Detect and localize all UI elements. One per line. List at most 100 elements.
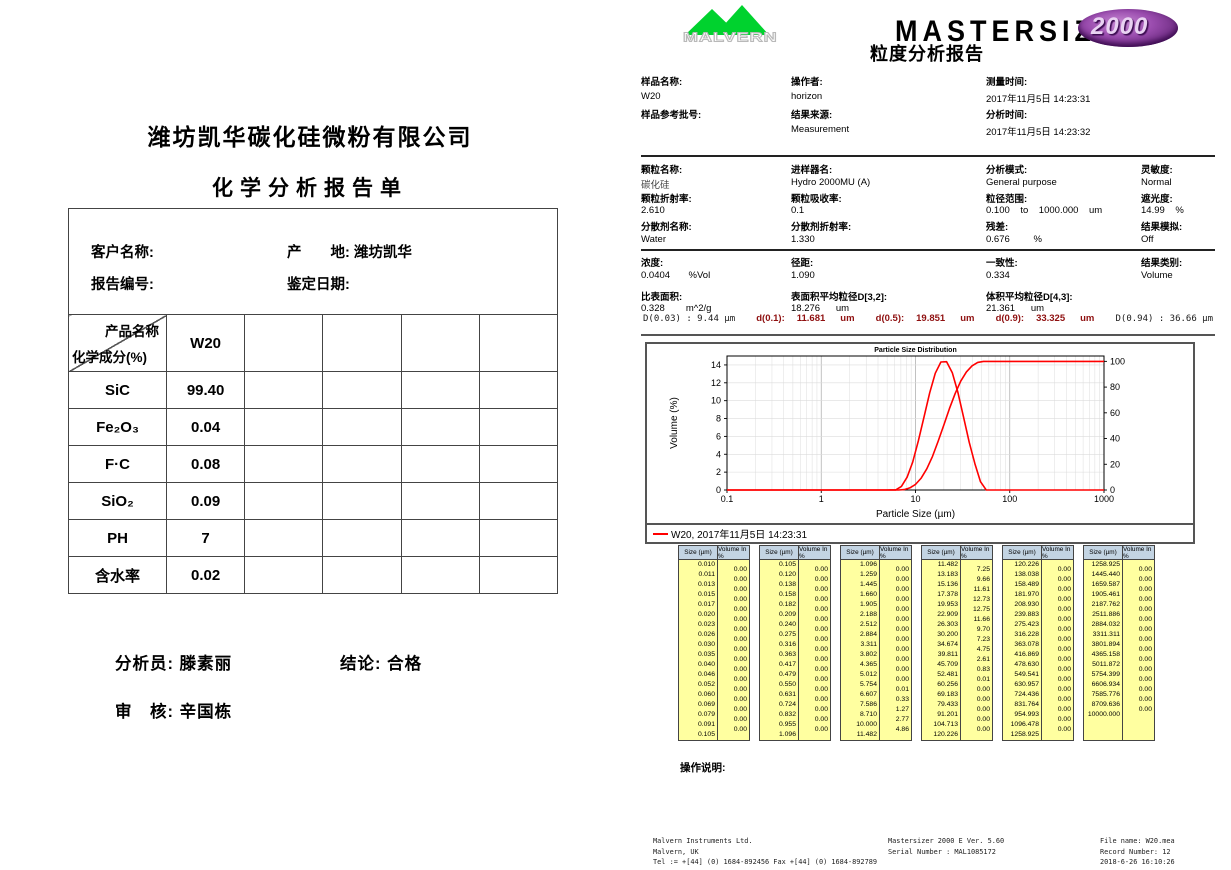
sample-batch-value: [641, 124, 791, 140]
volume-cell: 0.00: [895, 586, 909, 593]
size-cell: 69.183: [937, 691, 958, 698]
size-col-header: Size (µm): [1003, 546, 1042, 559]
size-cell: 5011.872: [1092, 661, 1120, 668]
particle-ri-value: 2.610: [641, 205, 665, 216]
date-label: 鉴定日期:: [287, 277, 350, 293]
volume-cell: 12.75: [972, 606, 990, 613]
y-left-tick-label: 2: [716, 467, 721, 477]
d43-value: 21.361 um: [986, 303, 1045, 314]
volume-cell: 12.73: [972, 596, 990, 603]
volume-column: 0.00 0.00 0.00 0.00 0.00 0.00 0.00 0.00 0.00 0.00…: [718, 560, 749, 740]
size-col-header: Size (µm): [760, 546, 799, 559]
d32-label: 表面积平均粒径D[3,2]:: [791, 291, 888, 303]
product-column-2: [322, 314, 402, 372]
d05-unit: um: [960, 313, 975, 324]
volume-cell: 0.00: [1138, 696, 1152, 703]
span-label: 径距:: [791, 258, 814, 269]
size-cell: 0.030: [697, 641, 715, 648]
volume-cell: 0.00: [895, 626, 909, 633]
size-cell: 34.674: [937, 641, 958, 648]
d43-label: 体积平均粒径D[4,3]:: [986, 291, 1073, 303]
size-cell: 0.060: [697, 691, 715, 698]
y-right-tick-label: 40: [1110, 434, 1120, 444]
volume-cell: 0.00: [1138, 616, 1152, 623]
volume-cell: 9.66: [976, 576, 990, 583]
component-value: 7: [165, 519, 246, 557]
size-cell: 2187.762: [1091, 601, 1120, 608]
volume-cell: 0.00: [895, 566, 909, 573]
volume-cell: 7.23: [976, 636, 990, 643]
volume-cell: 0.00: [1057, 576, 1071, 583]
volume-cell: 9.70: [976, 626, 990, 633]
conclusion: 结论: 合格: [340, 650, 422, 674]
volume-cell: 0.00: [1057, 716, 1071, 723]
volume-cell: 0.00: [895, 646, 909, 653]
footer-line: Malvern, UK: [653, 847, 699, 856]
volume-cell: 0.00: [814, 666, 828, 673]
operator-value: horizon: [791, 91, 823, 102]
volume-cell: 0.00: [733, 586, 747, 593]
analysis-model-value: General purpose: [986, 176, 1057, 188]
measured-time-value: 2017年11月5日 14:23:31: [986, 94, 1091, 105]
volume-cell: 0.00: [814, 586, 828, 593]
volume-cell: 1.27: [895, 706, 909, 713]
volume-cell: 0.00: [733, 576, 747, 583]
size-cell: 0.015: [697, 591, 715, 598]
dispersant-ri-label: 分散剂折射率:: [791, 222, 852, 233]
particle-name-label: 颗粒名称:: [641, 165, 683, 176]
size-cell: 1905.461: [1091, 591, 1120, 598]
size-cell: 4365.158: [1091, 651, 1120, 658]
volume-cell: 0.00: [814, 686, 828, 693]
size-cell: 2.512: [859, 621, 877, 628]
volume-cell: 0.00: [1057, 626, 1071, 633]
footer-line: Mastersizer 2000 E Ver. 5.60: [888, 837, 1005, 845]
sample-col-1: 样品名称: W20 样品参考批号:: [641, 74, 791, 140]
sample-info-grid: 样品名称: W20 样品参考批号: 操作者: horizon 结果来源: Mea…: [641, 74, 1215, 140]
chem-row-1: Fe₂O₃ 0.04: [68, 408, 559, 446]
product-column-4: [478, 314, 559, 372]
volume-cell: 0.00: [895, 656, 909, 663]
volume-cell: 0.00: [1057, 596, 1071, 603]
ssa-value: 0.328 m^2/g: [641, 303, 712, 314]
volume-cell: 0.00: [814, 726, 828, 733]
sample-col-3: 测量时间: 2017年11月5日 14:23:31 分析时间: 2017年11月…: [986, 74, 1215, 140]
volume-cell: 0.00: [814, 566, 828, 573]
size-cell: 0.013: [697, 581, 715, 588]
component-value: 0.09: [165, 482, 246, 520]
sample-name-value: W20: [641, 91, 661, 102]
size-table-6: Size (µm) Volume In % 1258.925 1445.440 1659…: [1083, 545, 1155, 741]
volume-cell: 0.00: [1138, 576, 1152, 583]
volume-cell: 0.00: [895, 636, 909, 643]
volume-cell: 2.77: [895, 716, 909, 723]
volume-cell: 0.00: [1138, 646, 1152, 653]
volume-cell: 0.01: [976, 676, 990, 683]
size-table-body: 1.096 1.259 1.445 1.660 1.905 2.188 2.512 2.884…: [840, 560, 912, 741]
size-cell: 954.993: [1014, 711, 1039, 718]
size-cell: 6606.934: [1091, 681, 1120, 688]
series-cumulative-undersize: [727, 360, 1104, 491]
doc-title: 化学分析报告单: [212, 177, 408, 200]
volume-col-header: Volume In %: [1042, 545, 1071, 560]
volume-col-header: Volume In %: [961, 545, 990, 560]
analyst-signature: 分析员: 滕素丽: [115, 650, 232, 674]
report-no-label: 报告编号:: [91, 277, 154, 293]
size-column: 120.226 138.038 158.489 181.970 208.930 239.8…: [1003, 560, 1042, 740]
origin-label: 产 地:: [287, 245, 354, 261]
volume-cell: 0.00: [814, 596, 828, 603]
size-cell: 91.201: [937, 711, 958, 718]
component-name: F·C: [68, 445, 167, 483]
volume-cell: 0.00: [1138, 586, 1152, 593]
divider: [641, 249, 1215, 251]
size-cell: 19.953: [937, 601, 958, 608]
volume-cell: 0.00: [814, 626, 828, 633]
size-table-body: 11.482 13.183 15.136 17.378 19.953 22.909 26.3…: [921, 560, 993, 741]
particle-name-value: 碳化硅: [641, 179, 670, 191]
operator-label: 操作者:: [791, 77, 823, 88]
volume-col-header: Volume In %: [799, 545, 828, 560]
size-cell: 1096.478: [1010, 721, 1039, 728]
concentration-label: 浓度:: [641, 258, 664, 269]
size-table-1: Size (µm) Volume In % 0.010 0.011 0.013 0.015…: [678, 545, 750, 741]
result-source-value: Measurement: [791, 124, 850, 135]
